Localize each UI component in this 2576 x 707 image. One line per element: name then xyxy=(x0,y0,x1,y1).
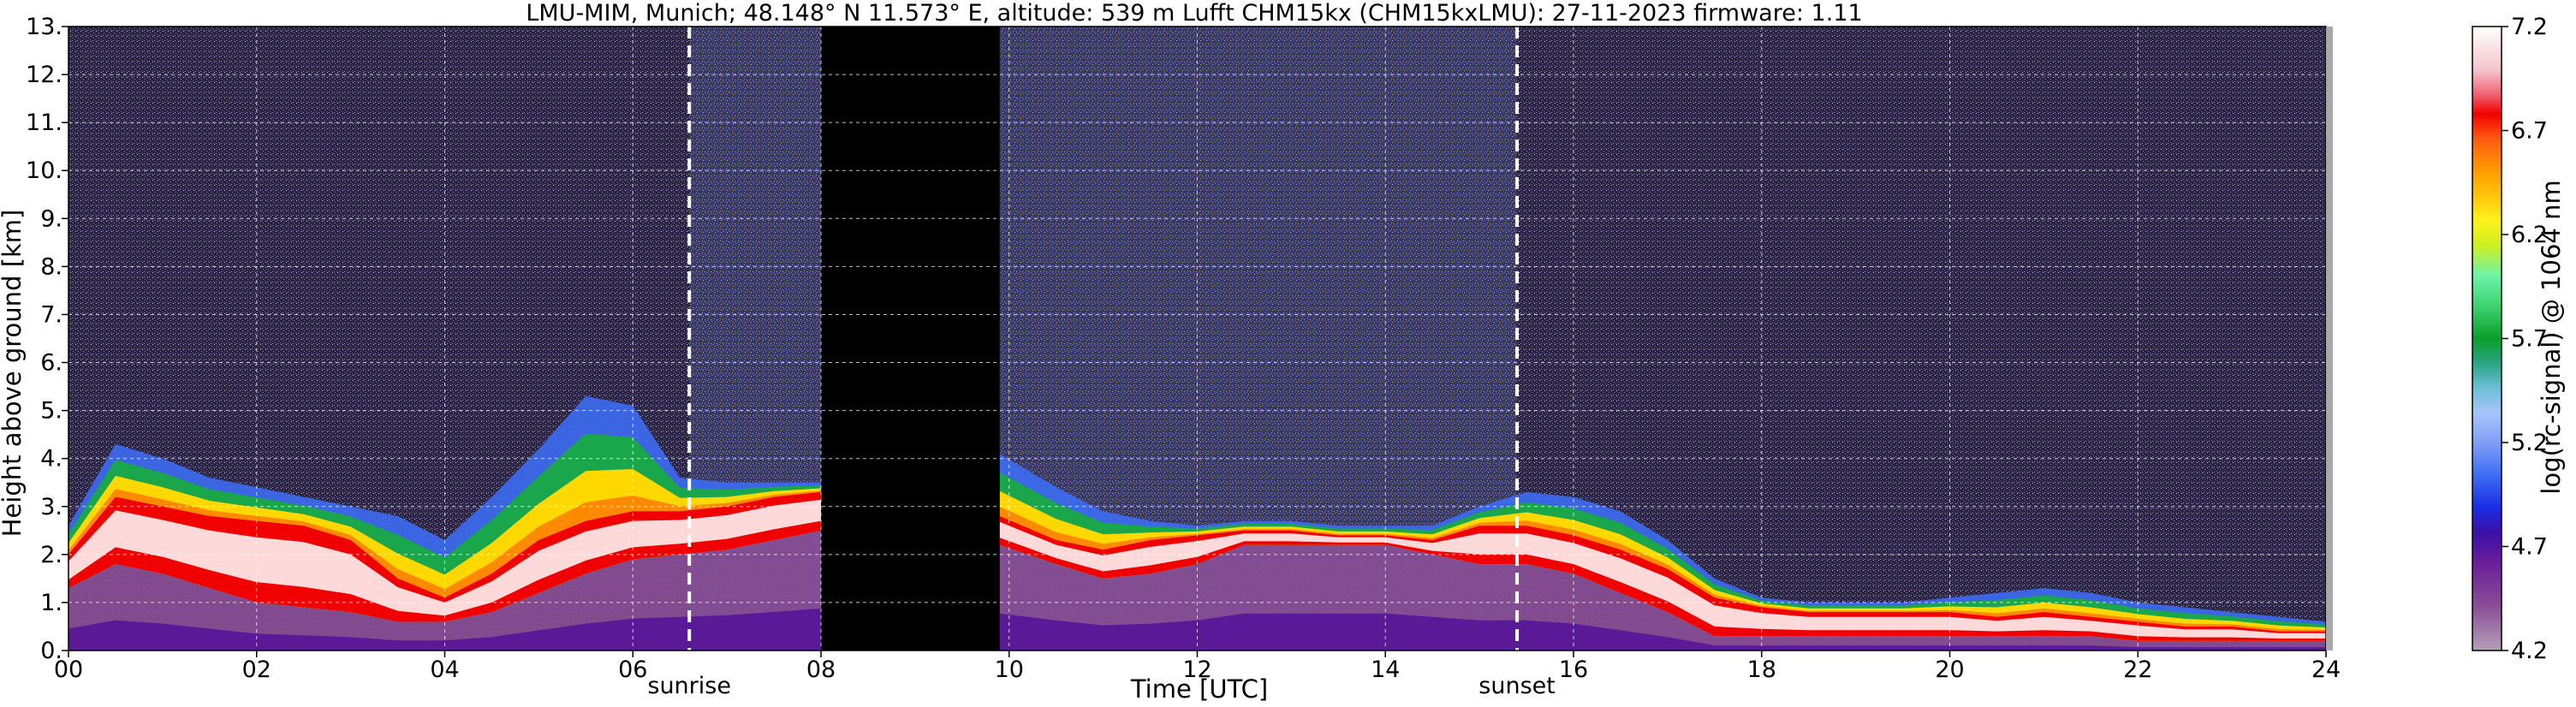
x-tick-label: 08 xyxy=(806,656,836,683)
x-tick-label: 24 xyxy=(2311,656,2341,683)
x-tick-label: 04 xyxy=(430,656,459,683)
x-tick-label: 10 xyxy=(995,656,1024,683)
y-axis-label: Height above ground [km] xyxy=(0,210,27,538)
y-tick-label: 4. xyxy=(40,446,62,472)
event-label-sunset: sunset xyxy=(1478,673,1556,699)
x-tick-label: 20 xyxy=(1935,656,1964,683)
colorbar-tick-label: 5.7 xyxy=(2511,326,2548,353)
x-tick-label: 18 xyxy=(1747,656,1776,683)
x-tick-label: 14 xyxy=(1371,656,1400,683)
x-tick-label: 06 xyxy=(618,656,647,683)
x-tick-label: 22 xyxy=(2123,656,2152,683)
colorbar-tick-label: 4.7 xyxy=(2511,534,2548,561)
event-label-sunrise: sunrise xyxy=(647,673,731,699)
y-tick-label: 11. xyxy=(26,110,62,136)
near-surface-layer xyxy=(999,613,2326,651)
colorbar-tick-label: 6.2 xyxy=(2511,222,2548,248)
y-tick-label: 7. xyxy=(40,301,62,328)
colorbar-tick-label: 4.2 xyxy=(2511,638,2548,664)
strong-layer-core xyxy=(999,521,2326,639)
colorbar-tick-label: 6.7 xyxy=(2511,118,2548,145)
y-tick-label: 2. xyxy=(40,542,62,568)
colorbar-tick-label: 7.2 xyxy=(2511,14,2548,40)
y-tick-label: 9. xyxy=(40,205,62,232)
near-surface-layer xyxy=(68,608,821,651)
colorbar xyxy=(2472,26,2502,651)
colorbar-tick-label: 5.2 xyxy=(2511,430,2548,456)
x-tick-label: 02 xyxy=(242,656,271,683)
y-tick-label: 5. xyxy=(40,398,62,425)
y-tick-label: 12. xyxy=(26,62,62,88)
plot-right-strip xyxy=(2326,27,2333,651)
no-data-gap xyxy=(821,27,1000,651)
x-tick-label: 16 xyxy=(1559,656,1588,683)
y-tick-label: 6. xyxy=(40,350,62,377)
chart-title: LMU-MIM, Munich; 48.148° N 11.573° E, al… xyxy=(526,0,1862,27)
y-tick-label: 1. xyxy=(40,590,62,616)
x-tick-label: 12 xyxy=(1182,656,1211,683)
colorbar-label: log(rc-signal) @ 1064 nm xyxy=(2537,180,2566,494)
x-axis-label: Time [UTC] xyxy=(1130,674,1268,704)
y-tick-label: 8. xyxy=(40,253,62,280)
y-tick-label: 10. xyxy=(26,157,62,184)
y-tick-label: 0. xyxy=(40,638,62,664)
y-tick-label: 13. xyxy=(26,14,62,40)
x-tick-label: 00 xyxy=(54,656,83,683)
y-tick-label: 3. xyxy=(40,494,62,520)
